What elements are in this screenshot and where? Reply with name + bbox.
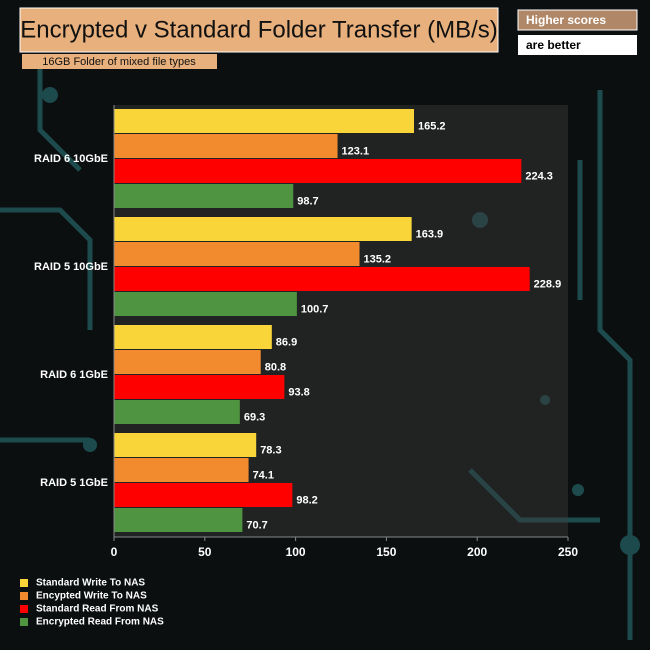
x-tick-label: 0 bbox=[111, 545, 118, 559]
value-label: 70.7 bbox=[246, 519, 267, 531]
bar bbox=[114, 242, 360, 266]
value-label: 78.3 bbox=[260, 444, 281, 456]
category-label: RAID 6 1GbE bbox=[40, 369, 108, 381]
value-label: 69.3 bbox=[244, 411, 265, 423]
value-label: 74.1 bbox=[253, 469, 274, 481]
bar bbox=[114, 433, 257, 457]
value-label: 86.9 bbox=[276, 336, 297, 348]
title-box bbox=[19, 7, 499, 53]
x-tick-label: 250 bbox=[558, 545, 578, 559]
note-text: are better bbox=[526, 38, 581, 52]
value-label: 98.2 bbox=[296, 494, 317, 506]
bar bbox=[114, 159, 522, 183]
category-label: RAID 5 1GbE bbox=[40, 477, 108, 489]
bar bbox=[114, 375, 285, 399]
category-label: RAID 5 10GbE bbox=[34, 261, 108, 273]
legend-label: Standard Read From NAS bbox=[36, 604, 159, 615]
bar bbox=[114, 508, 243, 532]
x-tick-label: 150 bbox=[376, 545, 396, 559]
bar bbox=[114, 350, 261, 374]
bar bbox=[114, 109, 415, 133]
bar bbox=[114, 400, 240, 424]
value-label: 163.9 bbox=[416, 228, 444, 240]
note-box bbox=[518, 35, 637, 55]
value-label: 98.7 bbox=[297, 195, 318, 207]
subtitle-box bbox=[22, 54, 217, 69]
background-circuit bbox=[0, 60, 640, 640]
value-label: 123.1 bbox=[342, 145, 370, 157]
legend-label: Standard Write To NAS bbox=[36, 578, 145, 589]
bar bbox=[114, 458, 249, 482]
value-label: 224.3 bbox=[525, 170, 553, 182]
value-label: 93.8 bbox=[288, 386, 309, 398]
value-label: 228.9 bbox=[534, 278, 562, 290]
x-tick-label: 200 bbox=[467, 545, 487, 559]
bar bbox=[114, 325, 272, 349]
chart-subtitle: 16GB Folder of mixed file types bbox=[42, 56, 196, 68]
legend-swatch bbox=[20, 592, 28, 600]
value-label: 80.8 bbox=[265, 361, 286, 373]
legend-swatch bbox=[20, 605, 28, 613]
bar bbox=[114, 267, 530, 291]
x-tick-label: 50 bbox=[198, 545, 212, 559]
legend-label: Encypted Write To NAS bbox=[36, 591, 147, 602]
value-label: 165.2 bbox=[418, 120, 446, 132]
bar bbox=[114, 184, 294, 208]
legend-label: Encrypted Read From NAS bbox=[36, 617, 164, 628]
category-label: RAID 6 10GbE bbox=[34, 153, 108, 165]
x-tick-label: 100 bbox=[286, 545, 306, 559]
chart-title: Encrypted v Standard Folder Transfer (MB… bbox=[20, 16, 498, 43]
value-label: 100.7 bbox=[301, 303, 329, 315]
legend-swatch bbox=[20, 618, 28, 626]
bar bbox=[114, 217, 412, 241]
bar bbox=[114, 292, 297, 316]
note-box bbox=[517, 9, 638, 31]
bar bbox=[114, 483, 293, 507]
bar bbox=[114, 134, 338, 158]
legend-swatch bbox=[20, 579, 28, 587]
value-label: 135.2 bbox=[364, 253, 392, 265]
note-text: Higher scores bbox=[526, 13, 606, 27]
